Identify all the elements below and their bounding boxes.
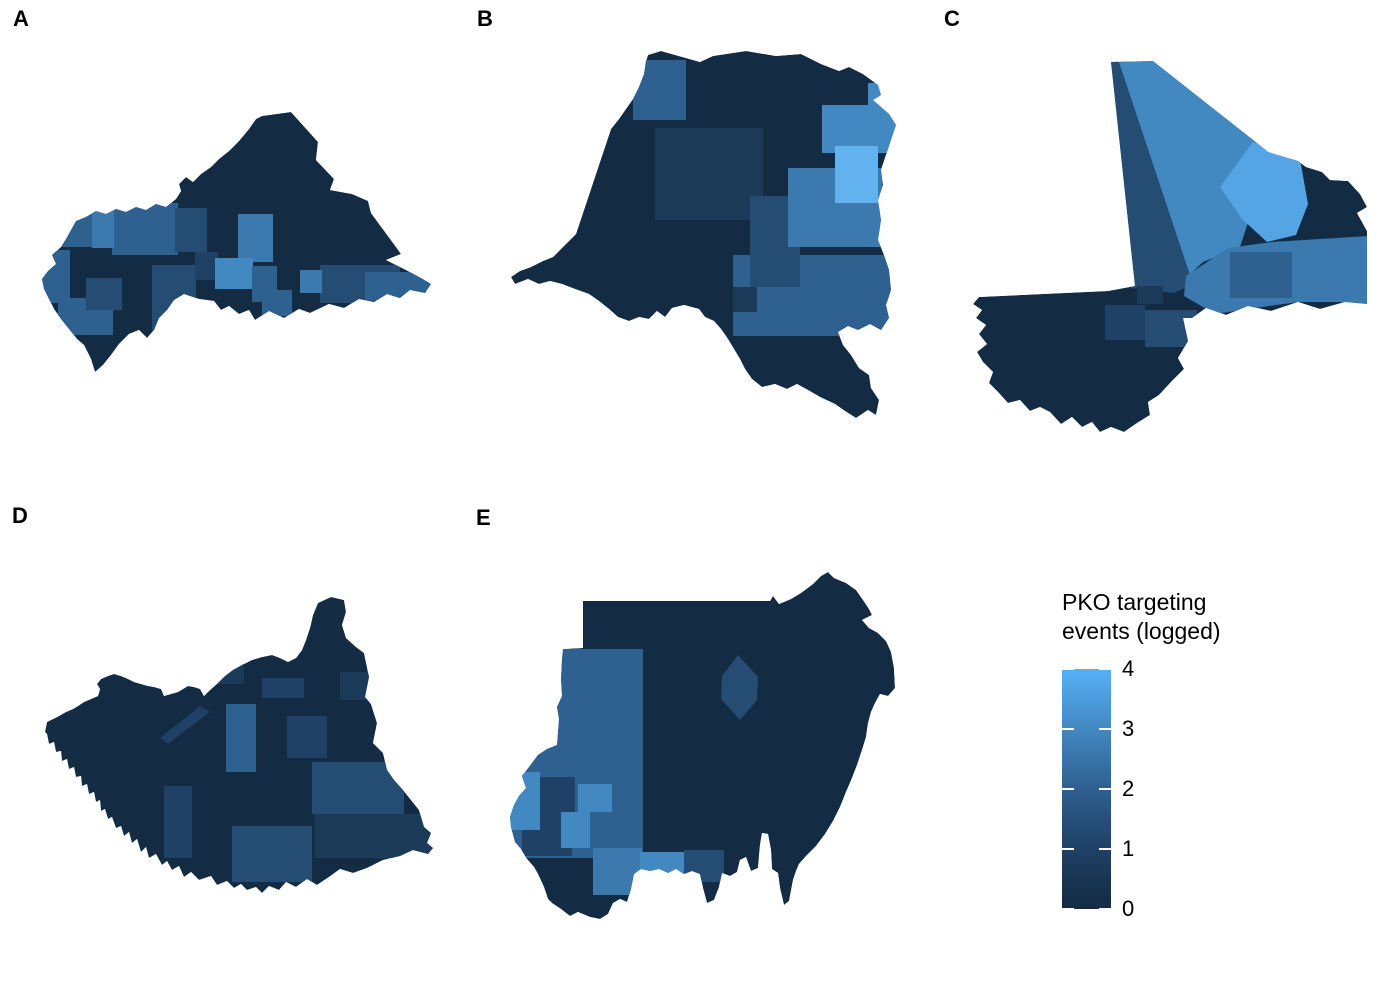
colorbar-tick	[1099, 788, 1111, 790]
colorbar-tick	[1062, 668, 1074, 670]
district	[195, 252, 218, 280]
map-south-sudan	[45, 597, 433, 893]
district	[365, 272, 431, 300]
map-dr-congo	[511, 51, 896, 418]
district	[868, 83, 893, 116]
colorbar-tick	[1099, 668, 1111, 670]
panel-label-d: D	[12, 503, 28, 528]
district	[340, 672, 372, 700]
district	[312, 762, 404, 814]
district	[215, 258, 253, 289]
district	[561, 812, 590, 848]
district	[232, 826, 312, 882]
district	[262, 678, 304, 698]
district	[578, 784, 612, 812]
district	[287, 716, 327, 758]
district	[315, 814, 433, 858]
panel-label-e: E	[476, 505, 491, 530]
district	[152, 265, 196, 333]
district	[655, 128, 763, 220]
district	[1230, 252, 1292, 298]
legend-title: PKO targeting events (logged)	[1062, 589, 1221, 644]
legend-tick-label-4: 4	[1122, 656, 1135, 681]
district	[42, 250, 70, 303]
district	[262, 290, 292, 316]
district	[216, 662, 244, 684]
panel-label-a: A	[13, 6, 29, 31]
district	[226, 704, 256, 772]
map-mali	[973, 61, 1367, 432]
map-sudan	[510, 572, 895, 919]
district	[300, 270, 322, 293]
legend-tick-label-2: 2	[1122, 776, 1135, 801]
map-central-african-republic	[42, 112, 431, 372]
panel-label-b: B	[477, 6, 493, 31]
district	[1105, 305, 1145, 340]
colorbar-tick	[1062, 788, 1074, 790]
colorbar-tick	[1062, 908, 1074, 910]
district	[822, 105, 896, 153]
district	[593, 848, 642, 895]
district	[1109, 61, 1193, 293]
colorbar-tick	[1099, 908, 1111, 910]
panel-label-c: C	[944, 6, 960, 31]
district	[835, 146, 878, 203]
district	[1137, 286, 1163, 304]
district	[733, 287, 757, 312]
country-silhouette	[42, 112, 431, 372]
district	[721, 655, 758, 720]
legend-tick-label-1: 1	[1122, 836, 1135, 861]
district	[633, 60, 686, 120]
district	[510, 772, 540, 830]
district	[112, 203, 178, 255]
legend-tick-label-3: 3	[1122, 716, 1135, 741]
district	[640, 852, 690, 910]
district	[175, 208, 207, 252]
legend: PKO targeting events (logged) 4 3 2 1 0	[1062, 588, 1362, 921]
legend-colorbar	[1062, 668, 1111, 910]
district	[238, 214, 273, 262]
colorbar-tick	[1099, 848, 1111, 850]
district	[92, 205, 114, 248]
district	[160, 706, 210, 744]
legend-tick-label-0: 0	[1122, 896, 1135, 921]
district	[1145, 310, 1197, 347]
district	[164, 786, 192, 858]
district	[86, 278, 122, 310]
colorbar-tick	[1062, 848, 1074, 850]
colorbar-tick	[1062, 728, 1074, 730]
district	[684, 850, 724, 882]
district	[1220, 142, 1308, 242]
colorbar-tick	[1099, 728, 1111, 730]
district	[1108, 61, 1272, 278]
